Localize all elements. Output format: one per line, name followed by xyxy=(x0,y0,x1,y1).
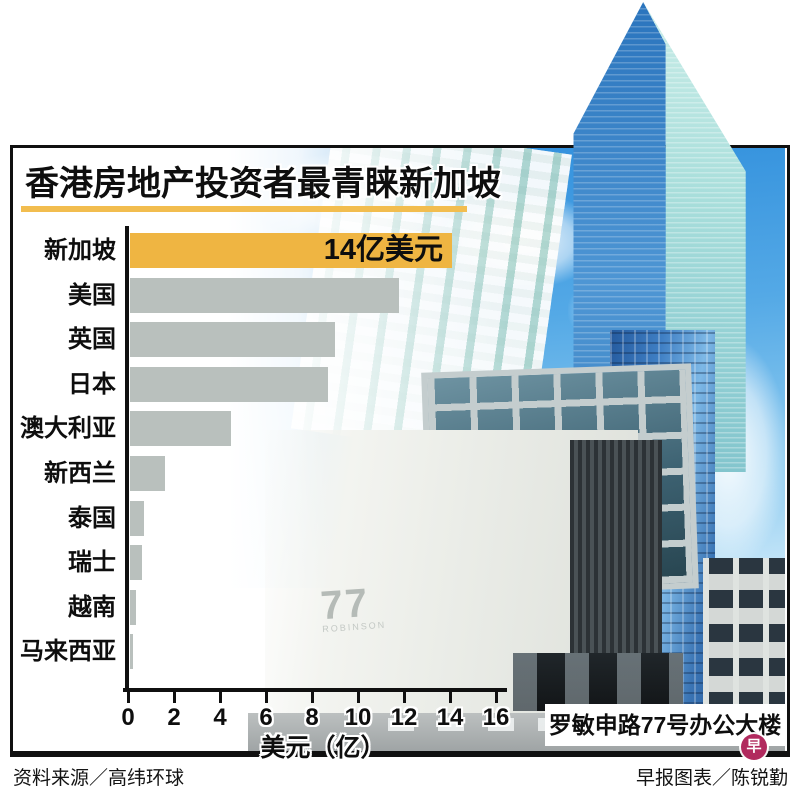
bar xyxy=(130,322,335,357)
panel-bottom-border xyxy=(10,751,790,754)
axis-tick-label: 16 xyxy=(482,704,510,731)
bar-category-label: 日本 xyxy=(68,371,116,398)
bar-category-label: 越南 xyxy=(68,594,116,621)
bar-chart: 香港房地产投资者最青睐新加坡 新加坡 14亿美元美国英国日本澳大利亚新西兰泰国瑞士… xyxy=(13,148,785,762)
x-axis-label: 美元（亿） xyxy=(260,734,386,762)
axis-tick-label: 4 xyxy=(213,704,227,731)
bar-category-label: 新加坡 xyxy=(44,237,116,264)
chart-credit: 早报图表／陈锐勤 xyxy=(635,768,788,789)
axis-tick xyxy=(265,692,268,703)
y-axis xyxy=(125,226,129,692)
bar-category-label: 瑞士 xyxy=(68,549,116,576)
x-axis xyxy=(123,688,507,692)
bar-category-label: 泰国 xyxy=(68,505,116,532)
axis-tick-label: 6 xyxy=(259,704,273,731)
axis-tick xyxy=(449,692,452,703)
title-underline xyxy=(21,206,467,212)
bar-category-label: 澳大利亚 xyxy=(20,415,116,442)
axis-tick-label: 8 xyxy=(305,704,319,731)
bar xyxy=(130,367,328,402)
bar xyxy=(130,590,136,625)
bar xyxy=(130,456,165,491)
bar xyxy=(130,634,133,669)
axis-tick-label: 2 xyxy=(167,704,181,731)
bar xyxy=(130,545,142,580)
axis-tick xyxy=(357,692,360,703)
bar-category-label: 新西兰 xyxy=(44,460,116,487)
axis-tick xyxy=(495,692,498,703)
axis-tick xyxy=(127,692,130,703)
bar-category-label: 马来西亚 xyxy=(20,638,116,665)
axis-tick-label: 14 xyxy=(436,704,464,731)
bar-category-label: 美国 xyxy=(68,282,116,309)
source-credit: 资料来源／高纬环球 xyxy=(13,768,185,789)
axis-tick-label: 10 xyxy=(344,704,372,731)
zaobao-logo-icon: 早 xyxy=(741,734,767,760)
axis-tick xyxy=(219,692,222,703)
storefront xyxy=(513,653,683,711)
axis-tick-label: 12 xyxy=(390,704,418,731)
bar-category-label: 英国 xyxy=(68,326,116,353)
axis-tick xyxy=(311,692,314,703)
bar xyxy=(130,411,231,446)
axis-tick xyxy=(403,692,406,703)
chart-title: 香港房地产投资者最青睐新加坡 xyxy=(25,165,501,203)
bar: 14亿美元 xyxy=(130,233,452,268)
bar xyxy=(130,501,144,536)
bar xyxy=(130,278,399,313)
axis-tick-label: 0 xyxy=(121,704,135,731)
bar-value-label: 14亿美元 xyxy=(323,234,443,266)
axis-tick xyxy=(173,692,176,703)
